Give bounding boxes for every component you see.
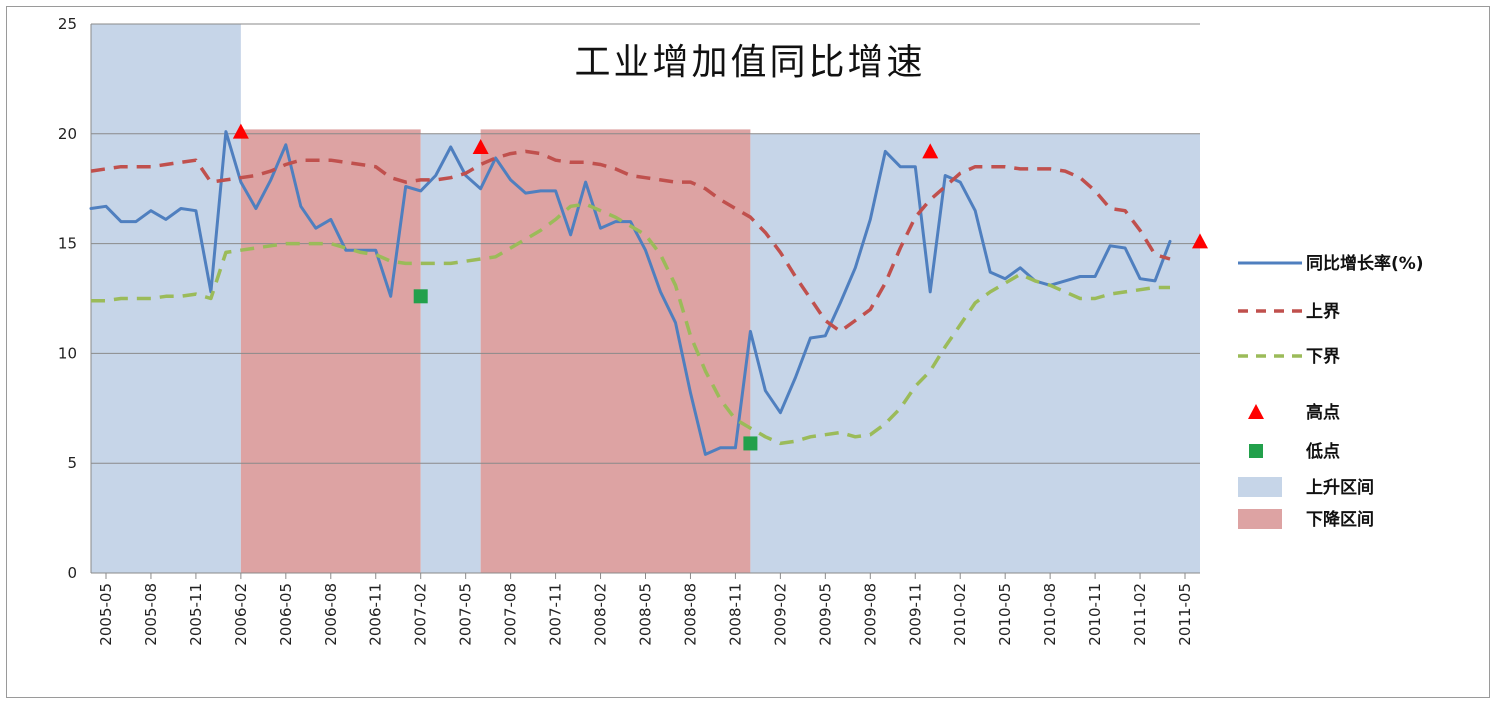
x-tick-label: 2006-11 xyxy=(367,583,385,646)
x-tick-label: 2006-02 xyxy=(232,583,250,646)
x-tick-label: 2009-02 xyxy=(771,583,789,646)
chart-title: 工业增加值同比增速 xyxy=(574,42,925,83)
upper-bound-line xyxy=(90,149,1171,334)
x-tick-label: 2011-05 xyxy=(1176,583,1194,646)
legend-swatch xyxy=(1238,509,1282,529)
x-tick-label: 2009-05 xyxy=(816,583,834,646)
legend-label: 同比增长率(%) xyxy=(1306,253,1424,274)
high-point-marker xyxy=(232,123,249,139)
y-tick-label: 15 xyxy=(58,235,77,253)
low-point-marker xyxy=(743,436,758,451)
x-tick-label: 2010-11 xyxy=(1086,583,1104,646)
legend-swatch xyxy=(1238,477,1282,497)
fall-region xyxy=(240,129,421,573)
y-tick-label: 25 xyxy=(58,15,77,33)
legend-triangle-icon xyxy=(1248,404,1264,419)
legend-item: 下降区间 xyxy=(1238,509,1374,530)
x-tick-label: 2006-05 xyxy=(277,583,295,646)
x-tick-label: 2008-02 xyxy=(592,583,610,646)
high-point-marker xyxy=(1192,233,1208,249)
x-tick-label: 2005-11 xyxy=(187,583,205,646)
legend-item: 高点 xyxy=(1248,402,1340,423)
x-tick-label: 2007-05 xyxy=(457,583,475,646)
fall-region xyxy=(480,129,751,573)
legend-item: 上升区间 xyxy=(1238,477,1374,498)
high-point-marker xyxy=(922,143,939,159)
x-tick-label: 2007-08 xyxy=(502,583,520,646)
y-tick-label: 10 xyxy=(58,344,77,362)
legend-square-icon xyxy=(1249,444,1263,458)
x-tick-label: 2007-02 xyxy=(412,583,430,646)
marker-layer xyxy=(232,123,1208,451)
x-tick-label: 2005-08 xyxy=(142,583,160,646)
growth-rate-line xyxy=(89,130,1172,456)
x-tick-label: 2008-11 xyxy=(726,583,744,646)
legend-label: 低点 xyxy=(1305,441,1340,462)
x-tick-label: 2008-05 xyxy=(637,583,655,646)
legend-label: 高点 xyxy=(1306,402,1340,423)
legend-item: 上界 xyxy=(1238,302,1340,322)
x-tick-label: 2007-11 xyxy=(547,583,565,646)
low-point-marker xyxy=(413,289,428,304)
x-tick-label: 2010-02 xyxy=(951,583,969,646)
x-tick-label: 2006-08 xyxy=(322,583,340,646)
legend-item: 低点 xyxy=(1249,441,1340,462)
series-layer xyxy=(89,130,1172,456)
x-tick-label: 2005-05 xyxy=(97,583,115,646)
rise-region xyxy=(91,24,241,134)
high-point-marker xyxy=(472,138,489,154)
legend-label: 上升区间 xyxy=(1306,477,1374,498)
lower-bound-line xyxy=(91,202,1170,446)
region-layer xyxy=(91,24,1200,574)
x-tick-label: 2011-02 xyxy=(1131,583,1149,646)
y-tick-label: 20 xyxy=(58,125,77,143)
axis-layer: 0 5 10 15 20 25 2005-05 2005-08 2005-11 2006-02 20… xyxy=(58,15,1200,646)
x-tick-label: 2010-05 xyxy=(996,583,1014,646)
legend-label: 下界 xyxy=(1306,347,1340,367)
legend-label: 上界 xyxy=(1306,302,1340,322)
legend-label: 下降区间 xyxy=(1306,509,1374,530)
y-tick-label: 5 xyxy=(67,454,77,472)
y-tick-label: 0 xyxy=(67,564,77,582)
x-tick-label: 2008-08 xyxy=(681,583,699,646)
legend-item: 下界 xyxy=(1238,347,1340,367)
x-tick-label: 2009-11 xyxy=(906,583,924,646)
legend-item: 同比增长率(%) xyxy=(1238,253,1424,274)
x-tick-label: 2009-08 xyxy=(861,583,879,646)
x-tick-label: 2010-08 xyxy=(1041,583,1059,646)
